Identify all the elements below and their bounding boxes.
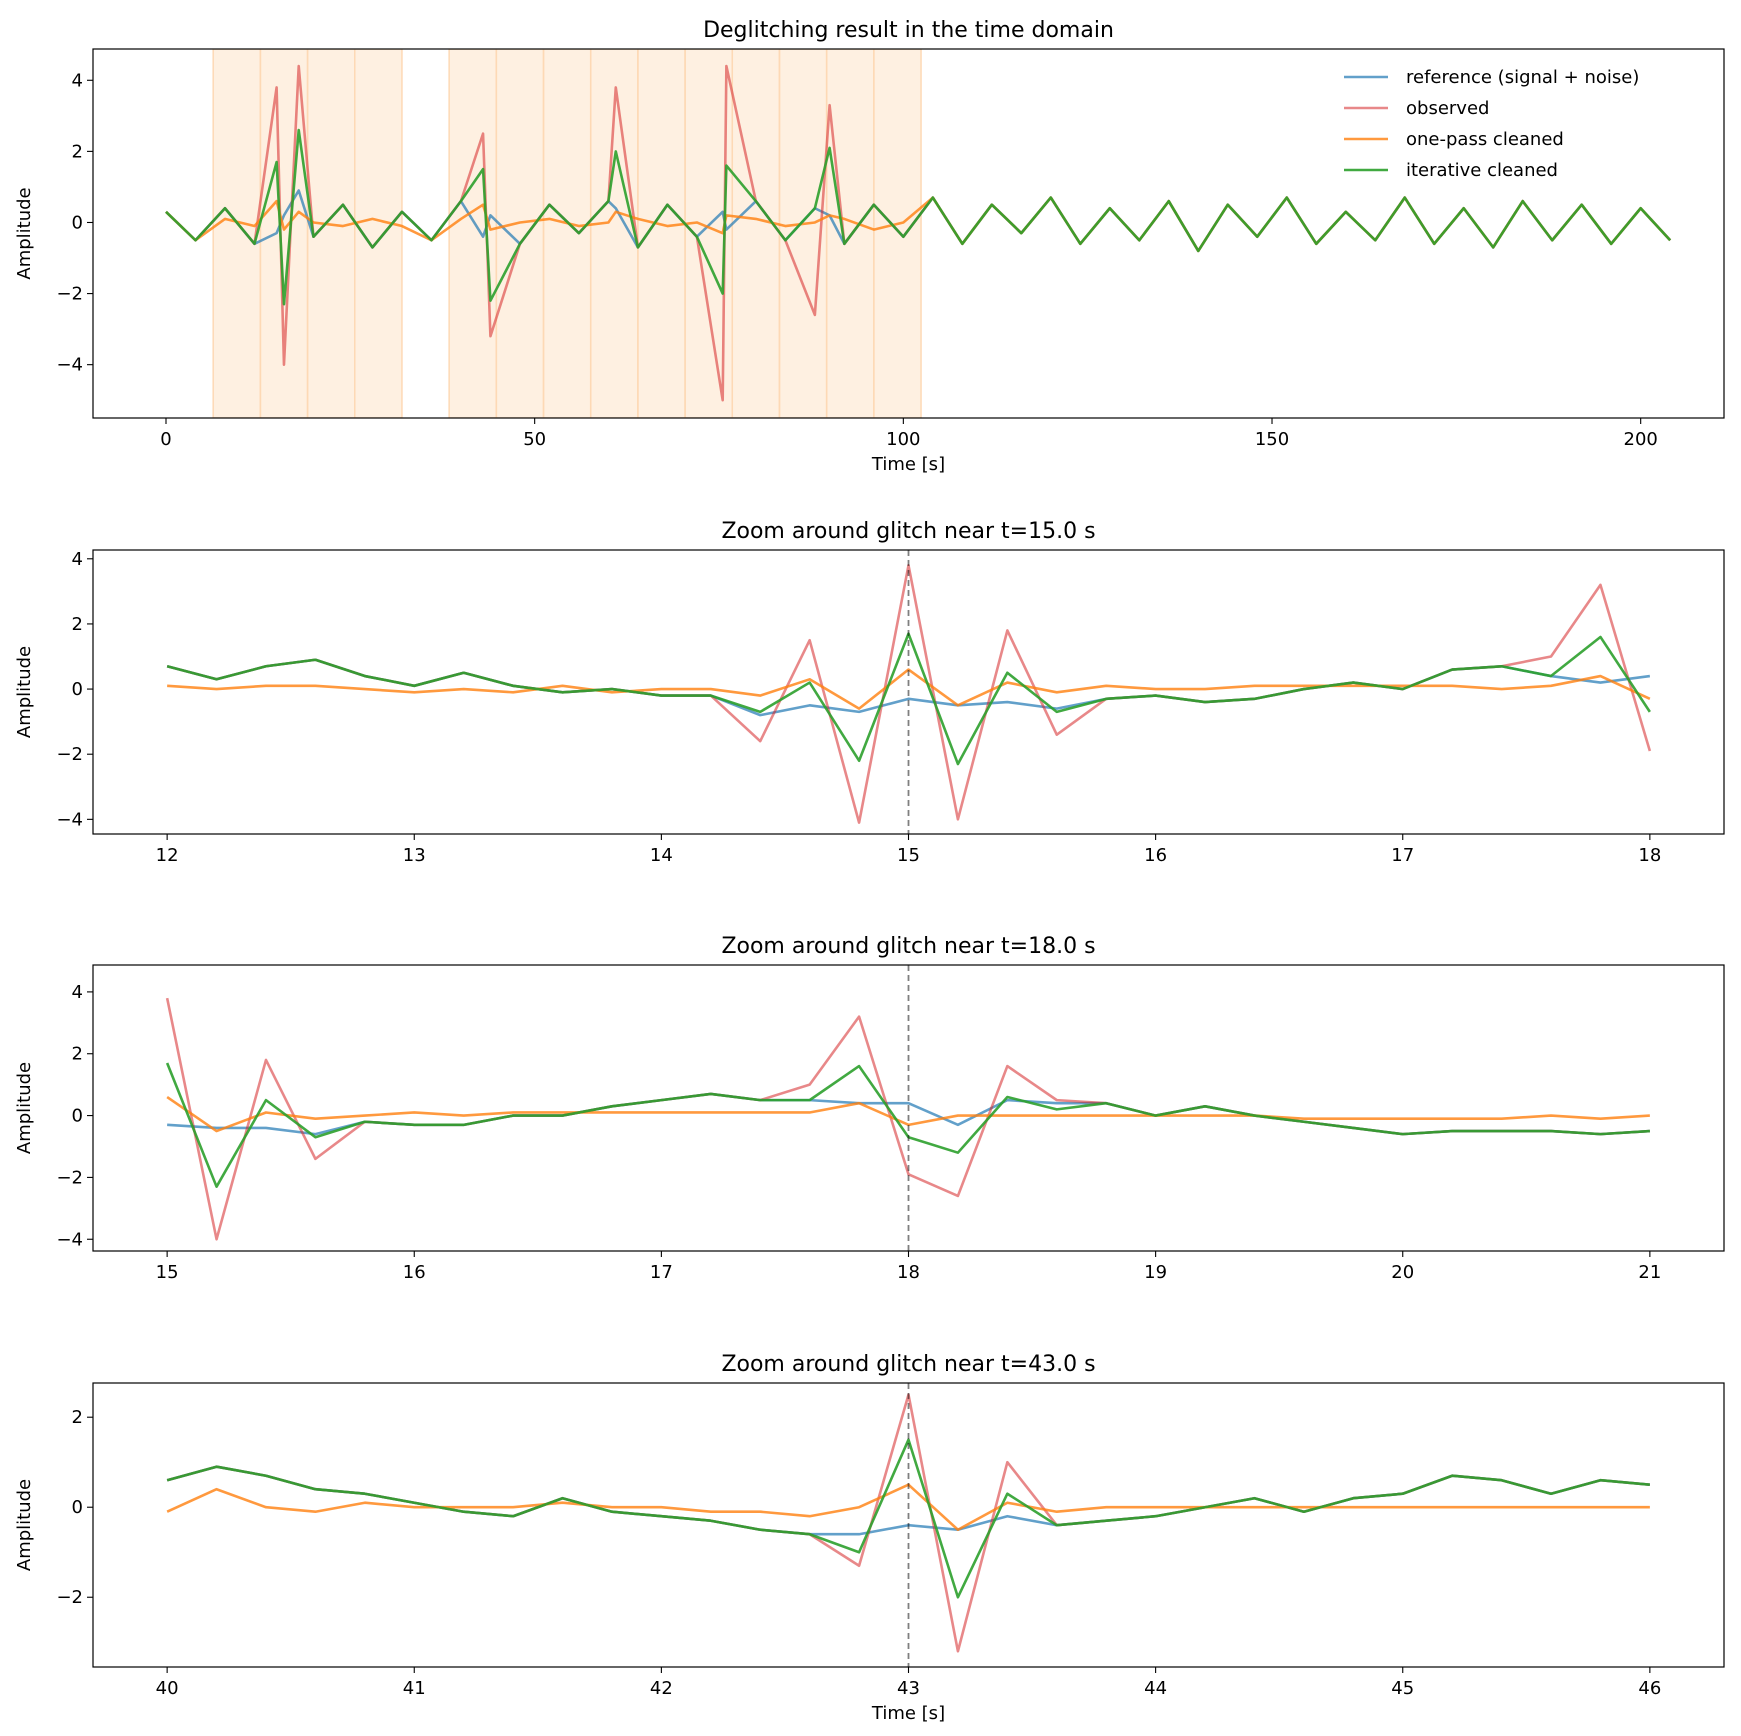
y-axis-label: Amplitude xyxy=(14,1479,35,1571)
y-tick-label: 0 xyxy=(72,212,83,233)
x-tick-label: 13 xyxy=(403,845,426,866)
y-tick-label: 2 xyxy=(72,1044,83,1065)
y-tick-label: −2 xyxy=(56,1587,83,1608)
x-tick-label: 12 xyxy=(156,845,179,866)
x-tick-label: 200 xyxy=(1624,429,1658,450)
x-tick-label: 18 xyxy=(897,1262,920,1283)
y-tick-label: 2 xyxy=(72,141,83,162)
y-axis-label: Amplitude xyxy=(14,646,35,738)
x-tick-label: 15 xyxy=(156,1262,179,1283)
chart-title: Deglitching result in the time domain xyxy=(703,18,1114,43)
x-tick-label: 21 xyxy=(1638,1262,1661,1283)
chart-title: Zoom around glitch near t=43.0 s xyxy=(721,1352,1095,1377)
series-line xyxy=(166,658,1651,717)
y-tick-label: 0 xyxy=(72,1106,83,1127)
x-tick-label: 43 xyxy=(897,1678,920,1699)
legend-label: observed xyxy=(1406,98,1489,119)
y-tick-label: 0 xyxy=(72,679,83,700)
y-tick-label: −4 xyxy=(56,355,83,376)
glitch-window xyxy=(495,49,545,418)
x-tick-label: 15 xyxy=(897,845,920,866)
series-line xyxy=(165,128,1672,306)
x-tick-label: 50 xyxy=(523,429,546,450)
x-tick-label: 17 xyxy=(1391,845,1414,866)
y-tick-label: −4 xyxy=(56,809,83,830)
x-axis-label: Time [s] xyxy=(871,454,945,475)
y-tick-label: −2 xyxy=(56,1167,83,1188)
glitch-window xyxy=(542,49,592,418)
series-line xyxy=(167,668,1651,710)
x-tick-label: 40 xyxy=(156,1678,179,1699)
glitch-window xyxy=(778,49,828,418)
x-tick-label: 42 xyxy=(650,1678,673,1699)
x-tick-label: 150 xyxy=(1255,429,1289,450)
plot-area xyxy=(165,49,1672,418)
x-tick-label: 100 xyxy=(886,429,920,450)
glitch-window xyxy=(212,49,262,418)
x-tick-label: 44 xyxy=(1144,1678,1167,1699)
glitch-window xyxy=(873,49,922,418)
x-tick-label: 16 xyxy=(1144,845,1167,866)
y-tick-label: 4 xyxy=(72,549,83,570)
glitch-window xyxy=(825,49,875,418)
series-line xyxy=(166,1438,1650,1599)
x-tick-label: 41 xyxy=(403,1678,426,1699)
y-tick-label: −2 xyxy=(56,284,83,305)
x-tick-label: 46 xyxy=(1638,1678,1661,1699)
x-tick-label: 0 xyxy=(160,429,171,450)
y-tick-label: 4 xyxy=(72,982,83,1003)
x-tick-label: 45 xyxy=(1391,1678,1414,1699)
y-tick-label: −2 xyxy=(56,744,83,765)
legend-label: reference (signal + noise) xyxy=(1406,67,1639,88)
x-axis-label: Time [s] xyxy=(871,1703,945,1724)
x-tick-label: 17 xyxy=(650,1262,673,1283)
glitch-window xyxy=(731,49,781,418)
series-line xyxy=(166,1095,1650,1133)
legend-label: one-pass cleaned xyxy=(1406,129,1564,150)
y-tick-label: −4 xyxy=(56,1229,83,1250)
axes-frame xyxy=(92,48,1725,419)
x-tick-label: 19 xyxy=(1144,1262,1167,1283)
glitch-window xyxy=(637,49,686,418)
x-tick-label: 16 xyxy=(403,1262,426,1283)
x-tick-label: 20 xyxy=(1391,1262,1414,1283)
y-tick-label: 0 xyxy=(72,1497,83,1518)
y-tick-label: 2 xyxy=(72,1407,83,1428)
glitch-window xyxy=(306,49,356,418)
chart-title: Zoom around glitch near t=18.0 s xyxy=(721,934,1095,959)
y-axis-label: Amplitude xyxy=(14,187,35,279)
y-tick-label: 2 xyxy=(72,614,83,635)
x-tick-label: 14 xyxy=(650,845,673,866)
chart-title: Zoom around glitch near t=15.0 s xyxy=(721,519,1095,544)
y-tick-label: 4 xyxy=(72,70,83,91)
legend-label: iterative cleaned xyxy=(1406,160,1558,181)
x-tick-label: 18 xyxy=(1638,845,1661,866)
y-axis-label: Amplitude xyxy=(14,1062,35,1154)
glitch-window xyxy=(448,49,498,418)
